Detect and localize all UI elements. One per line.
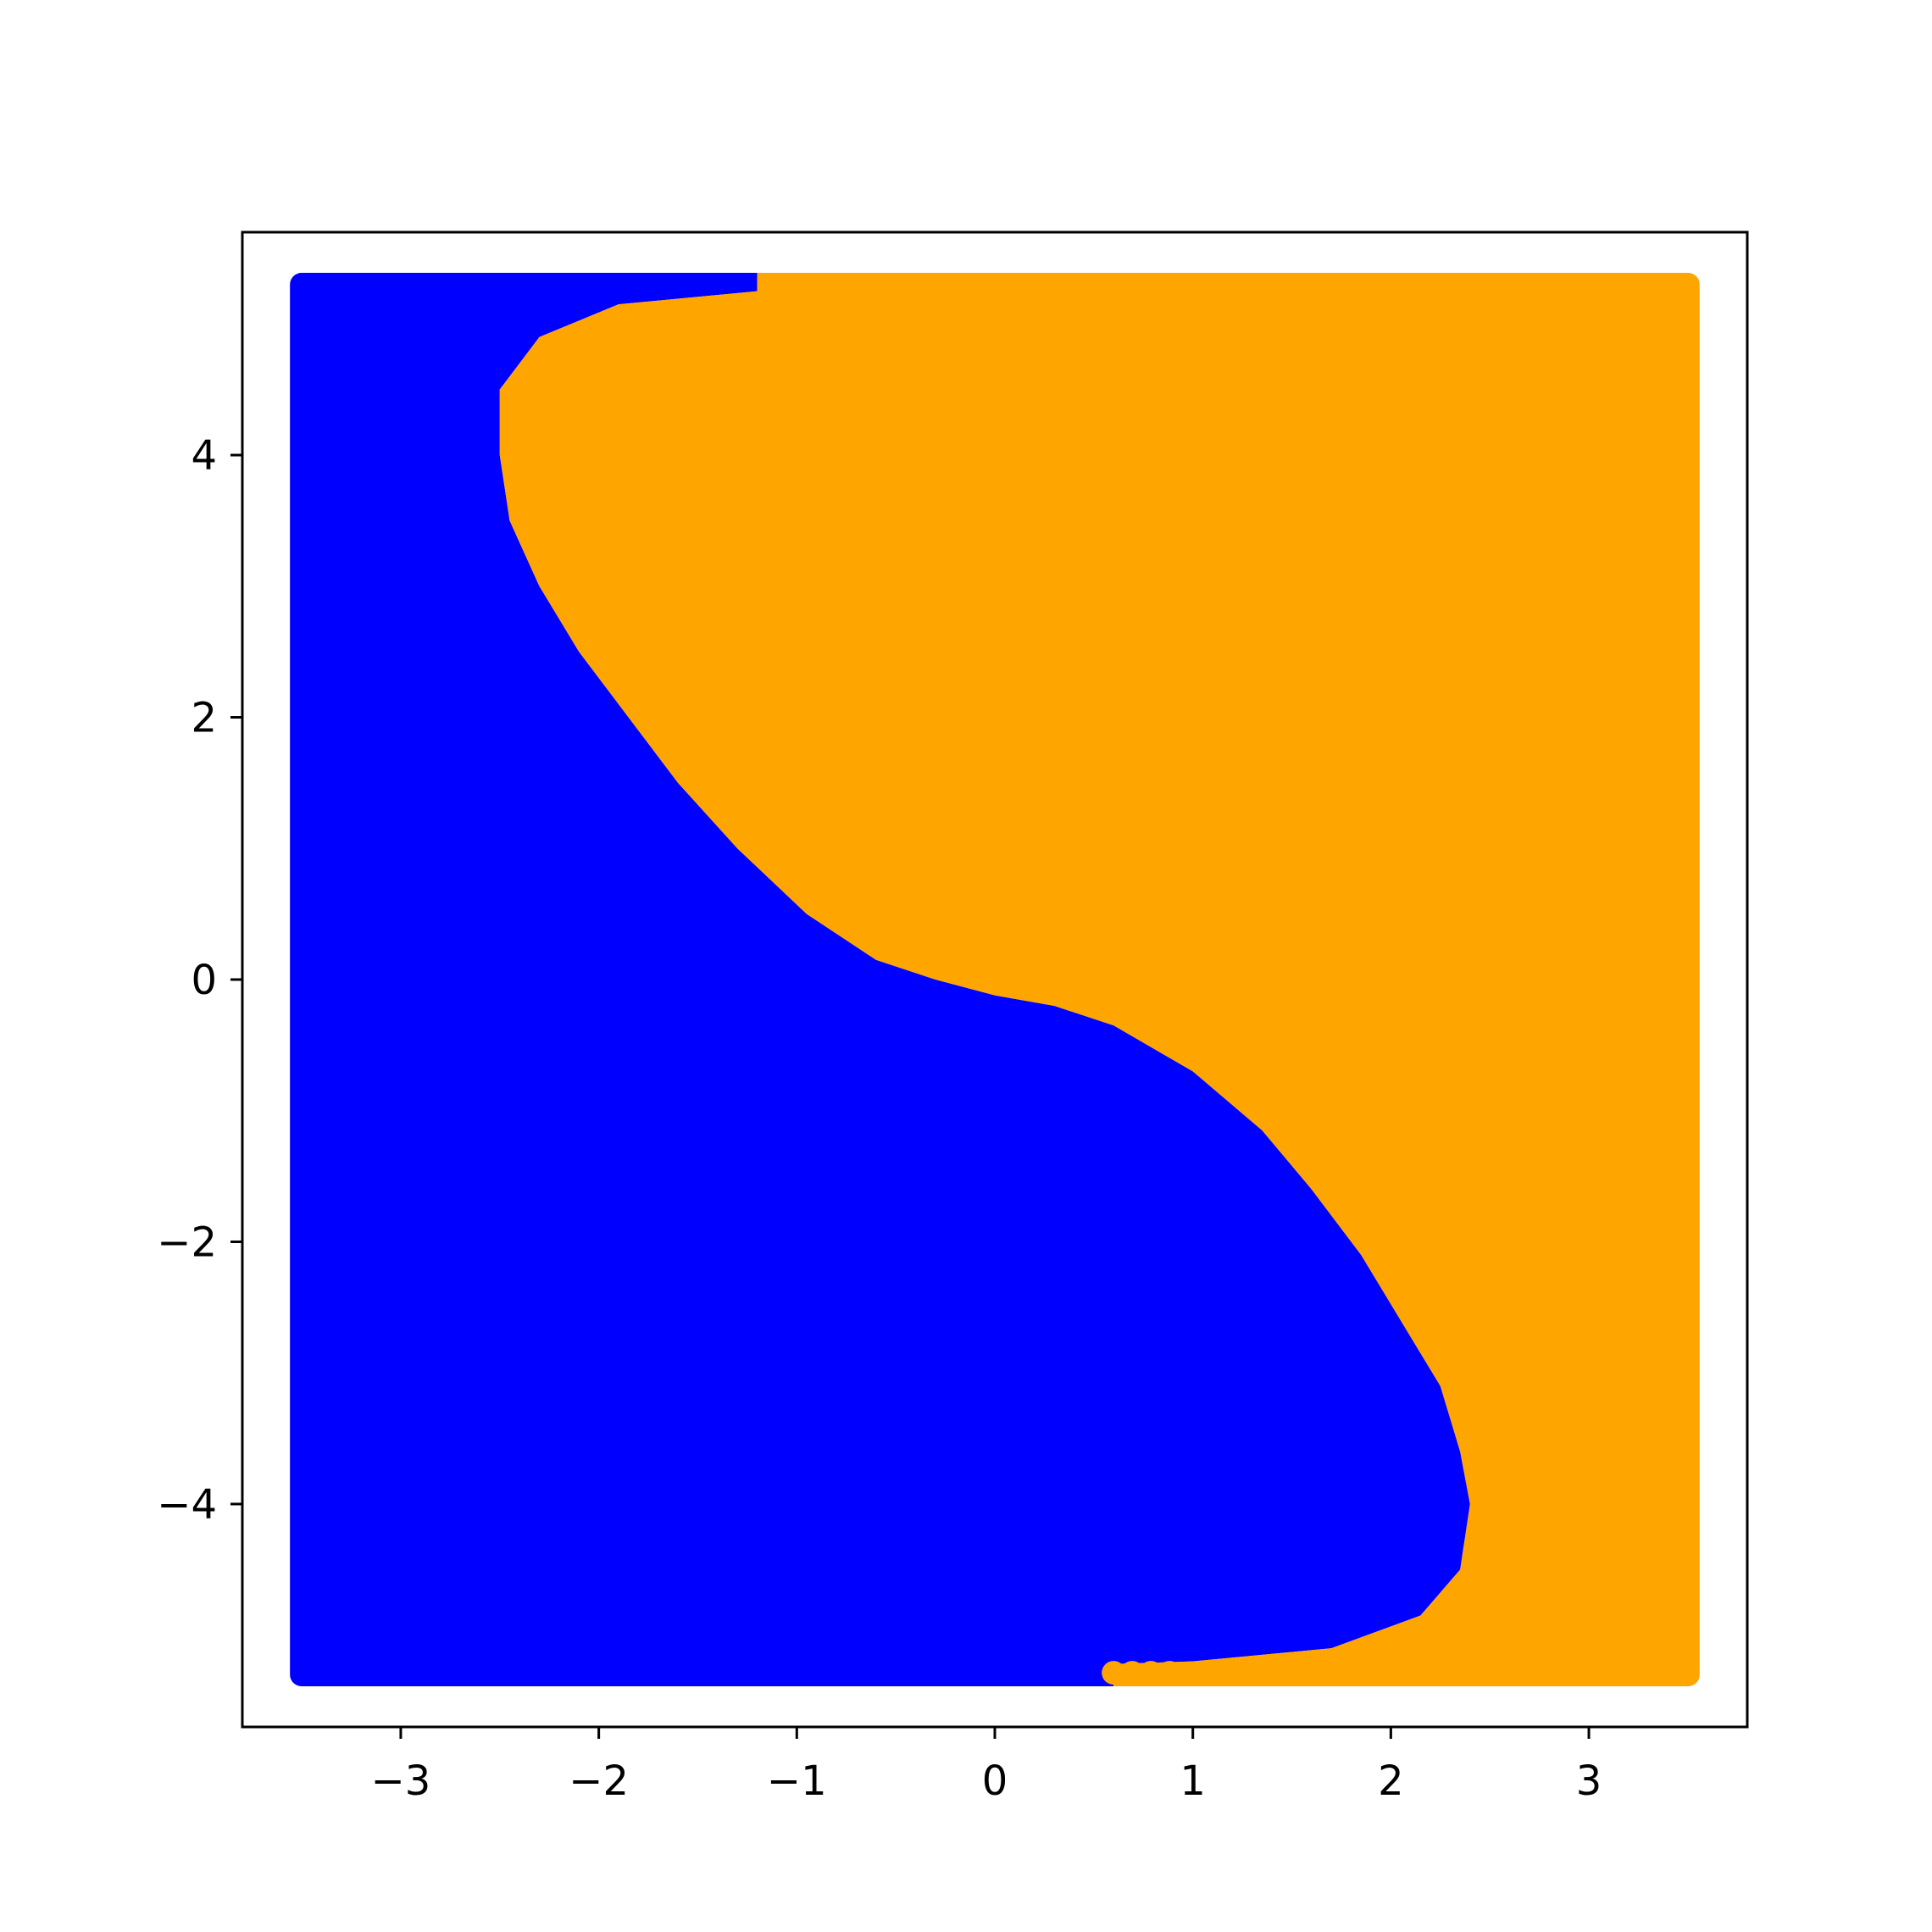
series-orange-points <box>499 272 1700 1687</box>
x-tick-label: 2 <box>1378 1757 1404 1805</box>
x-tick-label: 1 <box>1180 1757 1206 1805</box>
y-tick-label: −4 <box>157 1481 217 1529</box>
y-tick-label: 2 <box>191 695 217 742</box>
x-tick-label: 3 <box>1576 1757 1602 1805</box>
orange-point <box>1102 1661 1126 1685</box>
y-tick-label: 4 <box>191 432 217 480</box>
x-tick-label: −2 <box>569 1757 629 1805</box>
y-axis: −4 −2 0 2 4 <box>157 432 242 1529</box>
x-axis: −3 −2 −1 0 1 2 3 <box>371 1727 1602 1805</box>
orange-point <box>1158 1661 1182 1685</box>
axes-frame <box>241 230 1749 1729</box>
y-tick-label: 0 <box>191 957 217 1004</box>
orange-point <box>1120 1661 1145 1685</box>
x-tick-label: −3 <box>371 1757 431 1805</box>
plot-area <box>290 272 1700 1687</box>
orange-point <box>1139 1661 1163 1685</box>
x-tick-label: −1 <box>767 1757 827 1805</box>
x-tick-label: 0 <box>982 1757 1008 1805</box>
series-blue-points <box>290 272 1470 1687</box>
y-tick-label: −2 <box>157 1219 217 1266</box>
